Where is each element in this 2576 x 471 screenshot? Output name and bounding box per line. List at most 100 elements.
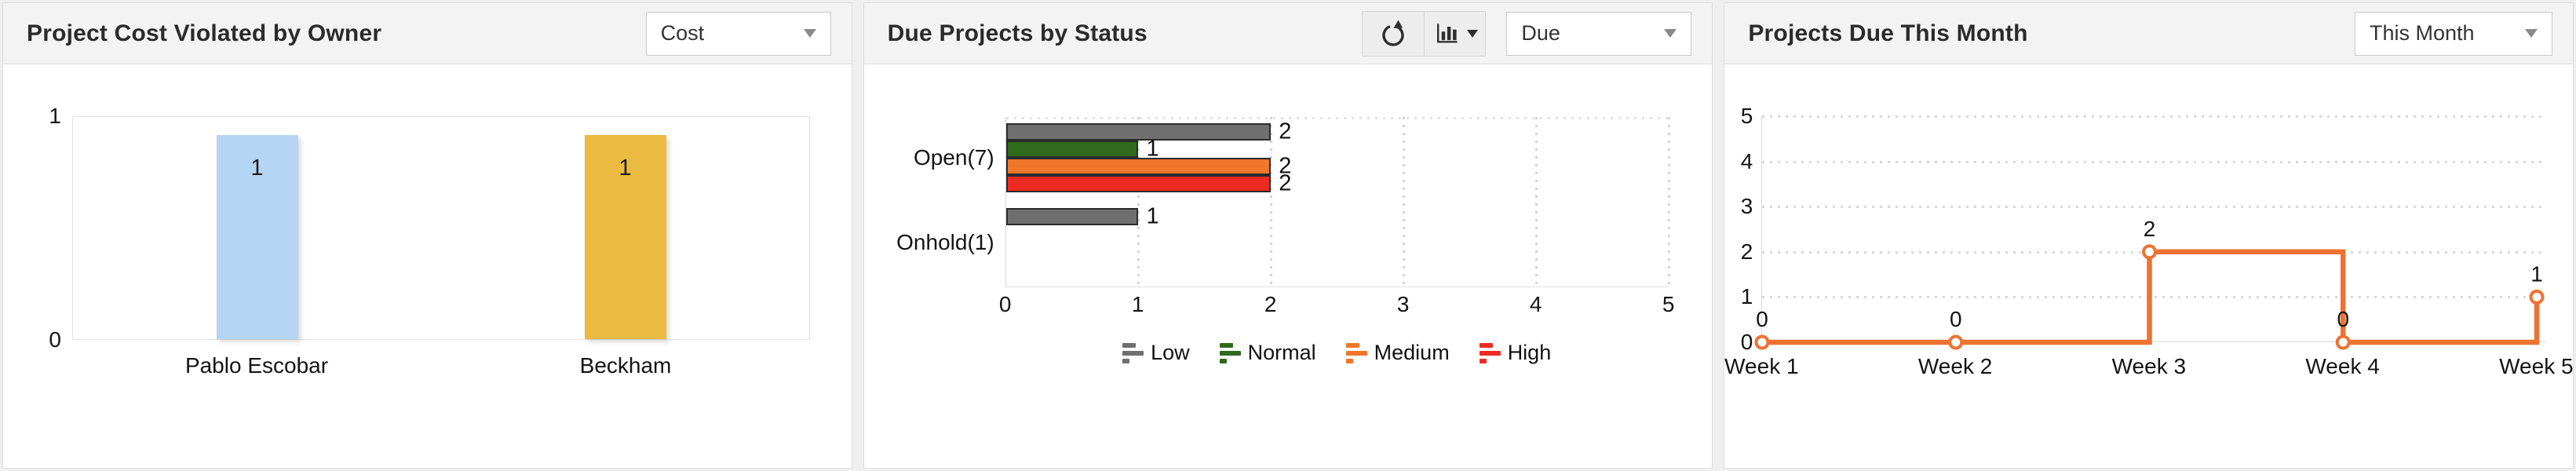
gridline	[1762, 206, 2547, 209]
chart-type-button[interactable]	[1424, 11, 1485, 56]
refresh-button[interactable]	[1363, 12, 1424, 56]
dropdown-selected-value: Due	[1521, 21, 1560, 45]
data-point-label: 0	[2337, 307, 2350, 331]
category-label: Pablo Escobar	[184, 353, 329, 378]
bar-medium[interactable]	[1005, 158, 1272, 175]
bar-low[interactable]	[1005, 123, 1272, 141]
due-month-chart-plot-area: 0 0 2 0 1	[1754, 115, 2547, 350]
data-point-label: 1	[2531, 261, 2544, 286]
step-line	[1762, 249, 2540, 345]
bar-slot: 2	[1005, 154, 1669, 179]
legend-label: Normal	[1247, 341, 1316, 364]
widget-due-projects-by-status: Due Projects by Status	[863, 2, 1713, 469]
data-point-label: 0	[1950, 307, 1962, 331]
bar-value-label: 2	[1279, 170, 1292, 196]
bar-value-label: 2	[1279, 119, 1292, 144]
y-axis-label: 2	[1740, 239, 1753, 264]
gridline	[1667, 117, 1670, 287]
widget-header: Due Projects by Status	[863, 3, 1713, 64]
legend-item-high[interactable]: High	[1479, 341, 1552, 365]
category-label: Open(7)	[913, 145, 994, 170]
legend-item-normal[interactable]: Normal	[1219, 341, 1316, 365]
y-axis-label: 0	[1740, 330, 1753, 354]
bar-slot: 1	[1005, 204, 1669, 229]
caret-down-icon	[803, 29, 816, 38]
data-point-marker[interactable]	[1948, 334, 1964, 350]
x-axis-label: Week 2	[1917, 354, 1993, 378]
legend-bar-chart-icon	[1345, 342, 1367, 363]
x-axis-label: Week 4	[2305, 354, 2380, 378]
widget-header: Projects Due This Month This Month	[1724, 3, 2574, 64]
bar-beckham[interactable]: 1	[584, 134, 666, 339]
x-axis-label: 5	[1662, 292, 1675, 316]
y-axis-label: 1	[1740, 284, 1753, 309]
status-chart-legend: Low Normal Medium High	[1005, 341, 1669, 365]
gridline	[1762, 296, 2547, 299]
data-point-label: 0	[1757, 307, 1769, 331]
legend-item-medium[interactable]: Medium	[1345, 341, 1450, 365]
legend-label: Medium	[1374, 341, 1450, 364]
widget-controls: This Month	[2355, 11, 2553, 56]
x-axis-label: 0	[998, 292, 1012, 316]
bar-value-label: 1	[1146, 203, 1159, 229]
y-axis-label: 1	[49, 104, 61, 128]
chart-toolbar	[1362, 10, 1487, 57]
refresh-icon	[1382, 20, 1404, 46]
bar-value-label: 1	[1146, 136, 1159, 162]
bar-slot: 1	[1005, 137, 1669, 162]
bar-value-label: 2	[1279, 153, 1292, 179]
category-label: Beckham	[579, 353, 672, 378]
x-axis-label: 2	[1264, 292, 1277, 316]
data-point-marker[interactable]	[2336, 334, 2352, 350]
x-axis-label: Week 1	[1724, 354, 1799, 378]
gridline	[1762, 115, 2547, 118]
bar-slot: 2	[1005, 171, 1669, 196]
widget-controls: Due	[1362, 10, 1692, 57]
step-line-chart: 0 0 2 0 1	[1754, 217, 2545, 350]
cost-chart-x-axis: Pablo Escobar Beckham	[72, 353, 810, 378]
gridline	[1403, 117, 1406, 287]
caret-down-icon	[2525, 29, 2538, 38]
data-point-marker[interactable]	[2142, 244, 2158, 260]
bar-slot	[1006, 243, 1669, 260]
dropdown-selected-value: Cost	[660, 21, 705, 45]
bar-low[interactable]	[1005, 208, 1139, 225]
data-point-marker[interactable]	[2529, 289, 2545, 305]
bar-pablo-escobar[interactable]: 1	[216, 134, 298, 339]
x-axis-label: Week 3	[2111, 354, 2187, 378]
widget-controls: Cost	[645, 11, 831, 56]
cost-filter-dropdown[interactable]: Cost	[645, 11, 831, 56]
legend-bar-chart-icon	[1122, 342, 1144, 363]
caret-down-icon	[1466, 29, 1478, 38]
bar-value-label: 1	[250, 155, 264, 181]
widget-title: Project Cost Violated by Owner	[27, 20, 382, 46]
data-point-marker[interactable]	[1754, 334, 1770, 350]
x-axis-label: Week 5	[2499, 354, 2574, 378]
x-axis-label: 1	[1131, 292, 1144, 316]
x-axis-label: 4	[1529, 292, 1542, 316]
legend-bar-chart-icon	[1219, 342, 1241, 363]
dropdown-selected-value: This Month	[2370, 21, 2475, 45]
y-axis-label: 4	[1740, 148, 1753, 173]
y-axis-label: 0	[49, 327, 61, 352]
bar-high[interactable]	[1005, 175, 1272, 192]
month-filter-dropdown[interactable]: This Month	[2355, 11, 2553, 56]
y-axis-label: 5	[1740, 104, 1753, 128]
plot-top-border	[1005, 117, 1669, 119]
due-filter-dropdown[interactable]: Due	[1506, 11, 1692, 56]
bar-chart-icon	[1436, 23, 1458, 43]
legend-bar-chart-icon	[1479, 342, 1501, 363]
bar-normal[interactable]	[1005, 141, 1139, 158]
caret-down-icon	[1664, 29, 1677, 38]
legend-label: High	[1507, 341, 1552, 364]
legend-item-low[interactable]: Low	[1122, 341, 1190, 365]
bar-slot: 2	[1005, 119, 1669, 144]
